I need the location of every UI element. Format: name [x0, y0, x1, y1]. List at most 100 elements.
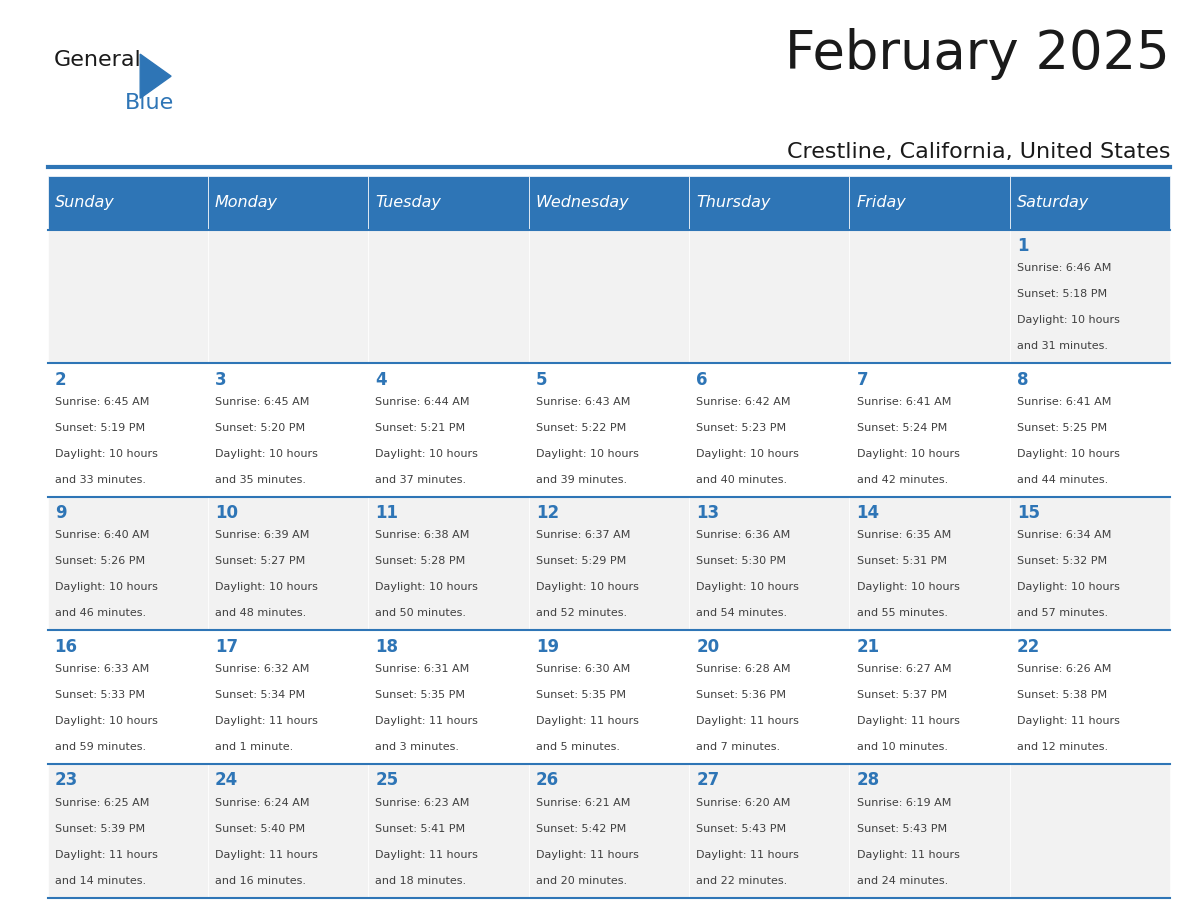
Text: Sunset: 5:18 PM: Sunset: 5:18 PM	[1017, 289, 1107, 299]
Bar	[1010, 364, 1170, 497]
Text: Sunrise: 6:28 AM: Sunrise: 6:28 AM	[696, 664, 791, 674]
Text: Sunrise: 6:20 AM: Sunrise: 6:20 AM	[696, 798, 790, 808]
Text: and 37 minutes.: and 37 minutes.	[375, 475, 467, 485]
Text: Sunrise: 6:46 AM: Sunrise: 6:46 AM	[1017, 263, 1111, 273]
Text: Daylight: 10 hours: Daylight: 10 hours	[536, 582, 639, 592]
Text: 26: 26	[536, 771, 558, 789]
Text: Sunset: 5:35 PM: Sunset: 5:35 PM	[375, 690, 466, 700]
Text: Sunset: 5:32 PM: Sunset: 5:32 PM	[1017, 556, 1107, 566]
Bar	[208, 230, 368, 364]
Text: Sunset: 5:31 PM: Sunset: 5:31 PM	[857, 556, 947, 566]
Text: and 12 minutes.: and 12 minutes.	[1017, 742, 1108, 752]
Text: 22: 22	[1017, 638, 1041, 655]
Text: Daylight: 11 hours: Daylight: 11 hours	[857, 716, 960, 726]
Text: Sunset: 5:25 PM: Sunset: 5:25 PM	[1017, 422, 1107, 432]
Text: Sunrise: 6:39 AM: Sunrise: 6:39 AM	[215, 531, 309, 540]
Bar	[1010, 176, 1170, 230]
Text: Sunrise: 6:24 AM: Sunrise: 6:24 AM	[215, 798, 310, 808]
Text: 8: 8	[1017, 371, 1029, 388]
Text: Sunrise: 6:44 AM: Sunrise: 6:44 AM	[375, 397, 470, 407]
Text: Daylight: 11 hours: Daylight: 11 hours	[536, 850, 639, 859]
Text: Sunrise: 6:32 AM: Sunrise: 6:32 AM	[215, 664, 309, 674]
Bar	[689, 230, 849, 364]
Text: Sunrise: 6:41 AM: Sunrise: 6:41 AM	[1017, 397, 1111, 407]
Text: and 33 minutes.: and 33 minutes.	[55, 475, 146, 485]
Text: Daylight: 10 hours: Daylight: 10 hours	[375, 582, 479, 592]
Text: 23: 23	[55, 771, 78, 789]
Text: Daylight: 10 hours: Daylight: 10 hours	[1017, 582, 1120, 592]
Bar	[1010, 497, 1170, 631]
Text: Sunset: 5:38 PM: Sunset: 5:38 PM	[1017, 690, 1107, 700]
Bar	[689, 764, 849, 898]
Text: Sunrise: 6:41 AM: Sunrise: 6:41 AM	[857, 397, 950, 407]
Text: Tuesday: Tuesday	[375, 196, 441, 210]
Bar	[368, 364, 529, 497]
Bar	[529, 631, 689, 764]
Text: Sunrise: 6:21 AM: Sunrise: 6:21 AM	[536, 798, 630, 808]
Bar	[529, 497, 689, 631]
Text: and 48 minutes.: and 48 minutes.	[215, 609, 307, 619]
Text: Sunset: 5:35 PM: Sunset: 5:35 PM	[536, 690, 626, 700]
Text: and 3 minutes.: and 3 minutes.	[375, 742, 460, 752]
Text: 3: 3	[215, 371, 227, 388]
Text: Daylight: 10 hours: Daylight: 10 hours	[1017, 449, 1120, 459]
Text: and 59 minutes.: and 59 minutes.	[55, 742, 146, 752]
Text: Sunset: 5:19 PM: Sunset: 5:19 PM	[55, 422, 145, 432]
Text: 21: 21	[857, 638, 879, 655]
Text: Sunrise: 6:35 AM: Sunrise: 6:35 AM	[857, 531, 950, 540]
Bar	[48, 631, 208, 764]
Text: Daylight: 11 hours: Daylight: 11 hours	[375, 850, 479, 859]
Bar	[48, 364, 208, 497]
Text: Sunset: 5:42 PM: Sunset: 5:42 PM	[536, 823, 626, 834]
Text: 17: 17	[215, 638, 238, 655]
Text: 16: 16	[55, 638, 77, 655]
Bar	[689, 364, 849, 497]
Text: and 5 minutes.: and 5 minutes.	[536, 742, 620, 752]
Text: Sunset: 5:27 PM: Sunset: 5:27 PM	[215, 556, 305, 566]
Text: 1: 1	[1017, 237, 1029, 255]
Text: and 42 minutes.: and 42 minutes.	[857, 475, 948, 485]
Bar	[48, 230, 208, 364]
Text: 14: 14	[857, 504, 879, 522]
Text: and 35 minutes.: and 35 minutes.	[215, 475, 307, 485]
Text: Daylight: 11 hours: Daylight: 11 hours	[55, 850, 158, 859]
Text: and 7 minutes.: and 7 minutes.	[696, 742, 781, 752]
Bar	[849, 764, 1010, 898]
Text: 18: 18	[375, 638, 398, 655]
Bar	[1010, 230, 1170, 364]
Text: Sunrise: 6:43 AM: Sunrise: 6:43 AM	[536, 397, 630, 407]
Text: Sunset: 5:33 PM: Sunset: 5:33 PM	[55, 690, 145, 700]
Text: 7: 7	[857, 371, 868, 388]
Text: 28: 28	[857, 771, 879, 789]
Text: 24: 24	[215, 771, 239, 789]
Text: Sunset: 5:22 PM: Sunset: 5:22 PM	[536, 422, 626, 432]
Text: Sunrise: 6:40 AM: Sunrise: 6:40 AM	[55, 531, 148, 540]
Bar	[1010, 764, 1170, 898]
Text: Daylight: 11 hours: Daylight: 11 hours	[696, 716, 800, 726]
Bar	[849, 364, 1010, 497]
Bar	[208, 764, 368, 898]
Text: Daylight: 10 hours: Daylight: 10 hours	[696, 582, 800, 592]
Text: Daylight: 10 hours: Daylight: 10 hours	[55, 449, 158, 459]
Text: 2: 2	[55, 371, 67, 388]
Text: and 22 minutes.: and 22 minutes.	[696, 876, 788, 886]
Text: and 57 minutes.: and 57 minutes.	[1017, 609, 1108, 619]
Text: Sunrise: 6:45 AM: Sunrise: 6:45 AM	[215, 397, 309, 407]
Text: Sunset: 5:40 PM: Sunset: 5:40 PM	[215, 823, 305, 834]
Bar	[529, 364, 689, 497]
Text: 13: 13	[696, 504, 719, 522]
Text: and 52 minutes.: and 52 minutes.	[536, 609, 627, 619]
Text: Daylight: 10 hours: Daylight: 10 hours	[215, 449, 318, 459]
Text: General: General	[53, 50, 141, 71]
Text: Daylight: 11 hours: Daylight: 11 hours	[215, 850, 318, 859]
Text: 20: 20	[696, 638, 719, 655]
Text: Sunrise: 6:34 AM: Sunrise: 6:34 AM	[1017, 531, 1111, 540]
Text: and 50 minutes.: and 50 minutes.	[375, 609, 467, 619]
Text: Sunset: 5:37 PM: Sunset: 5:37 PM	[857, 690, 947, 700]
Text: Sunset: 5:43 PM: Sunset: 5:43 PM	[696, 823, 786, 834]
Text: Sunrise: 6:26 AM: Sunrise: 6:26 AM	[1017, 664, 1111, 674]
Text: Daylight: 11 hours: Daylight: 11 hours	[215, 716, 318, 726]
Polygon shape	[140, 54, 171, 98]
Text: Daylight: 10 hours: Daylight: 10 hours	[375, 449, 479, 459]
Text: Sunrise: 6:37 AM: Sunrise: 6:37 AM	[536, 531, 630, 540]
